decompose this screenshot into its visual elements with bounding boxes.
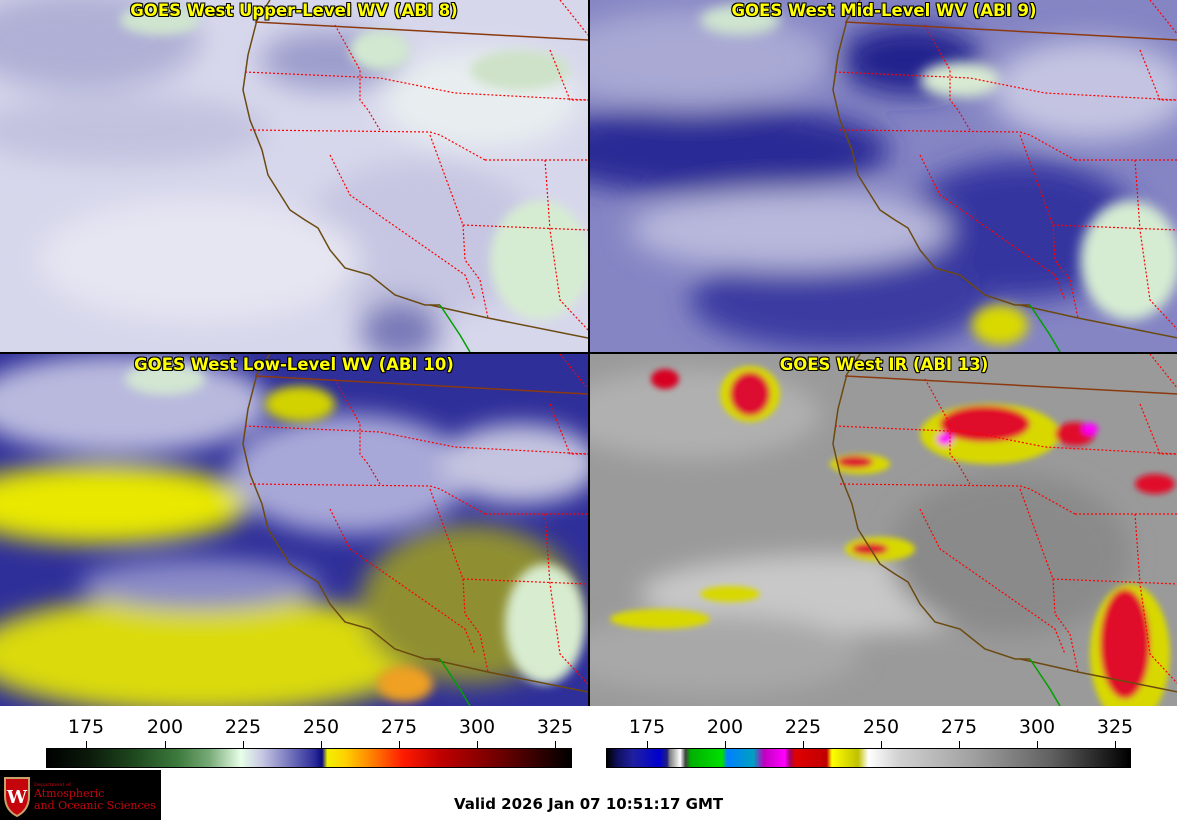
logo-line-3: and Oceanic Sciences xyxy=(34,799,156,812)
ir-tick-label: 275 xyxy=(940,716,978,738)
panel-low-level-wv: GOES West Low-Level WV (ABI 10) xyxy=(0,354,588,706)
wv-upper-image xyxy=(0,0,588,352)
ir-tick-mark xyxy=(881,741,882,748)
wv-tick-label: 225 xyxy=(224,716,262,738)
svg-text:W: W xyxy=(6,787,28,808)
ir-tick-label: 250 xyxy=(862,716,900,738)
wv-mid-image xyxy=(590,0,1177,352)
panel-upper-level-wv: GOES West Upper-Level WV (ABI 8) xyxy=(0,0,588,352)
ir-tick-label: 325 xyxy=(1096,716,1134,738)
panel-title-upper: GOES West Upper-Level WV (ABI 8) xyxy=(130,1,458,20)
wv-tick-label: 175 xyxy=(67,716,105,738)
wv-tick-mark xyxy=(86,741,87,748)
wv-tick-label: 300 xyxy=(458,716,496,738)
wv-tick-mark xyxy=(165,741,166,748)
uw-aos-logo: W Department of Atmospheric and Oceanic … xyxy=(0,770,161,820)
wv-tick-label: 200 xyxy=(146,716,184,738)
panel-title-ir: GOES West IR (ABI 13) xyxy=(779,355,989,374)
wv-tick-label: 275 xyxy=(380,716,418,738)
uw-crest-icon: W xyxy=(4,777,30,818)
wv-tick-mark xyxy=(321,741,322,748)
wv-tick-mark xyxy=(243,741,244,748)
ir-tick-mark xyxy=(959,741,960,748)
ir-tick-mark xyxy=(647,741,648,748)
ir-tick-label: 225 xyxy=(784,716,822,738)
logo-line-1: Department of xyxy=(34,782,71,788)
ir-tick-label: 175 xyxy=(628,716,666,738)
ir-tick-mark xyxy=(1037,741,1038,748)
panel-title-mid: GOES West Mid-Level WV (ABI 9) xyxy=(731,1,1037,20)
ir-tick-label: 300 xyxy=(1018,716,1056,738)
ir-image xyxy=(590,354,1177,706)
wv-tick-mark xyxy=(399,741,400,748)
panel-divider-horizontal xyxy=(0,352,1177,354)
ir-tick-label: 200 xyxy=(706,716,744,738)
logo-text: Department of Atmospheric and Oceanic Sc… xyxy=(34,782,156,812)
panel-title-low: GOES West Low-Level WV (ABI 10) xyxy=(134,355,454,374)
ir-tick-mark xyxy=(1115,741,1116,748)
wv-tick-mark xyxy=(477,741,478,748)
panel-ir: GOES West IR (ABI 13) xyxy=(590,354,1177,706)
ir-colorbar xyxy=(606,748,1131,768)
wv-tick-label: 250 xyxy=(302,716,340,738)
ir-tick-mark xyxy=(803,741,804,748)
panel-mid-level-wv: GOES West Mid-Level WV (ABI 9) xyxy=(590,0,1177,352)
wv-tick-mark xyxy=(555,741,556,748)
wv-tick-label: 325 xyxy=(536,716,574,738)
valid-time: Valid 2026 Jan 07 10:51:17 GMT xyxy=(454,795,724,813)
ir-tick-mark xyxy=(725,741,726,748)
wv-colorbar xyxy=(46,748,572,768)
logo-line-2: Atmospheric xyxy=(34,787,105,800)
wv-low-image xyxy=(0,354,588,706)
